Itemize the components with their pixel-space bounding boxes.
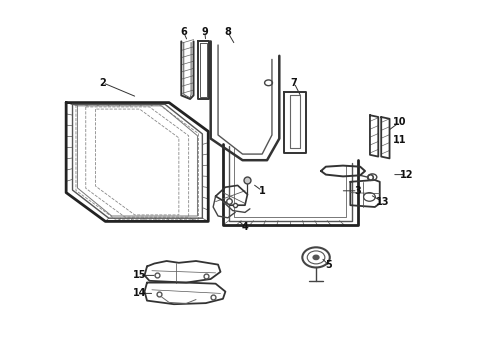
Text: 3: 3 [354,186,361,196]
Text: 13: 13 [375,197,389,207]
Text: 14: 14 [133,288,147,298]
Circle shape [313,255,319,260]
Text: 2: 2 [99,78,106,88]
Text: 5: 5 [325,260,332,270]
Text: 7: 7 [291,78,297,88]
Text: 10: 10 [392,117,406,127]
Text: 8: 8 [224,27,231,37]
Text: 4: 4 [242,222,248,232]
Text: 6: 6 [180,27,187,37]
Text: 11: 11 [392,135,406,145]
Text: 1: 1 [259,186,266,196]
Text: 9: 9 [201,27,208,37]
Text: 15: 15 [133,270,147,280]
Text: 12: 12 [400,170,414,180]
